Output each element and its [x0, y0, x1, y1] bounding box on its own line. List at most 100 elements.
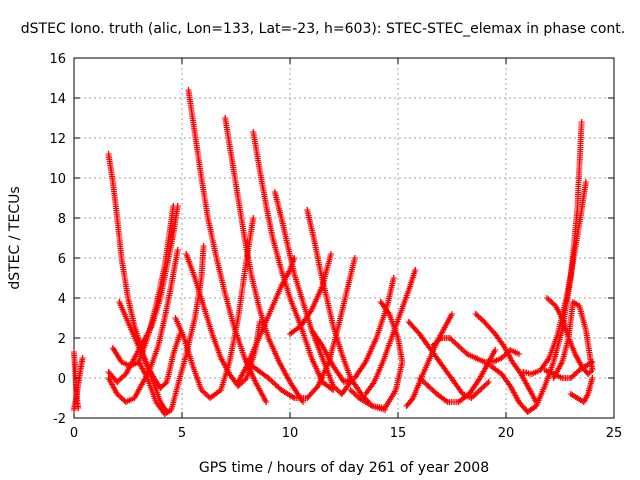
data-point: [226, 359, 233, 365]
data-point: [455, 399, 462, 405]
data-point: [388, 335, 395, 341]
data-point: [161, 411, 168, 417]
data-point: [338, 391, 345, 397]
data-point: [559, 315, 566, 321]
data-point: [341, 379, 347, 385]
data-point: [572, 351, 579, 357]
data-point: [330, 383, 337, 389]
data-point: [392, 387, 399, 393]
y-tick-label: 2: [58, 332, 66, 347]
data-point: [191, 131, 198, 137]
data-point: [330, 363, 337, 369]
data-point: [263, 399, 270, 405]
data-point: [127, 363, 134, 369]
data-point: [323, 295, 330, 301]
data-point: [109, 345, 116, 351]
data-point: [347, 387, 354, 393]
x-tick-label: 15: [390, 426, 407, 441]
data-point: [582, 327, 589, 333]
data-point: [269, 303, 276, 309]
data-point: [498, 355, 505, 361]
data-point: [114, 215, 121, 221]
data-point: [125, 319, 131, 325]
series-markers: [271, 189, 354, 397]
data-point: [308, 355, 315, 361]
data-point: [554, 331, 561, 337]
data-point: [546, 355, 553, 361]
data-point: [150, 375, 157, 381]
data-point: [403, 403, 410, 409]
data-point: [565, 335, 572, 341]
series-markers: [135, 243, 207, 417]
data-point: [589, 359, 596, 365]
data-point: [405, 287, 412, 293]
data-point: [304, 395, 311, 401]
data-point: [498, 371, 505, 377]
data-point: [507, 347, 514, 353]
data-point: [200, 243, 207, 249]
y-tick-label: 16: [49, 52, 66, 67]
data-point: [442, 367, 449, 373]
series-pass-n: [271, 189, 354, 397]
data-point: [71, 349, 77, 355]
series-pass-f: [116, 299, 183, 391]
data-point: [563, 295, 570, 301]
series-markers: [116, 299, 183, 391]
data-point: [198, 275, 205, 281]
data-point: [425, 383, 432, 389]
series-pass-af: [541, 359, 596, 381]
data-point: [269, 235, 276, 241]
data-point: [261, 323, 268, 329]
data-point: [71, 407, 77, 413]
data-point: [429, 343, 436, 349]
data-point: [310, 235, 317, 241]
data-point: [319, 343, 326, 349]
data-point: [533, 403, 540, 409]
data-point: [122, 399, 129, 405]
data-point: [252, 343, 259, 349]
data-point: [328, 251, 335, 257]
data-point: [582, 363, 589, 369]
data-point: [330, 323, 337, 329]
data-point: [541, 383, 548, 389]
data-point: [170, 231, 177, 237]
data-point: [472, 355, 479, 361]
data-point: [204, 215, 211, 221]
data-point: [308, 307, 315, 313]
data-point: [222, 291, 229, 297]
data-point: [544, 295, 551, 301]
data-point: [377, 299, 384, 305]
series-pass-l: [222, 115, 306, 405]
data-point: [451, 379, 458, 385]
data-point: [559, 359, 566, 365]
series-pass-b: [71, 355, 86, 413]
data-point: [105, 369, 112, 375]
data-point: [578, 119, 585, 125]
data-point: [487, 363, 494, 369]
chart-title: dSTEC Iono. truth (alic, Lon=133, Lat=-2…: [21, 21, 625, 37]
data-point: [168, 283, 175, 289]
data-point: [520, 369, 527, 375]
data-point: [585, 371, 592, 377]
data-point: [191, 275, 198, 281]
data-point: [226, 371, 233, 377]
data-point: [263, 203, 270, 209]
data-point: [472, 311, 479, 317]
data-point: [585, 391, 592, 397]
data-point: [114, 379, 121, 385]
data-point: [589, 367, 596, 373]
data-point: [425, 359, 432, 365]
data-point: [243, 375, 250, 381]
data-point: [118, 359, 125, 365]
data-point: [526, 387, 533, 393]
data-point: [284, 243, 291, 249]
data-point: [241, 355, 248, 361]
data-point: [276, 359, 283, 365]
series-pass-k: [172, 215, 257, 401]
data-point: [291, 395, 298, 401]
y-tick-label: 12: [49, 132, 66, 147]
data-point: [228, 155, 235, 161]
data-point: [362, 391, 369, 397]
data-point: [155, 343, 162, 349]
data-point: [405, 319, 412, 325]
